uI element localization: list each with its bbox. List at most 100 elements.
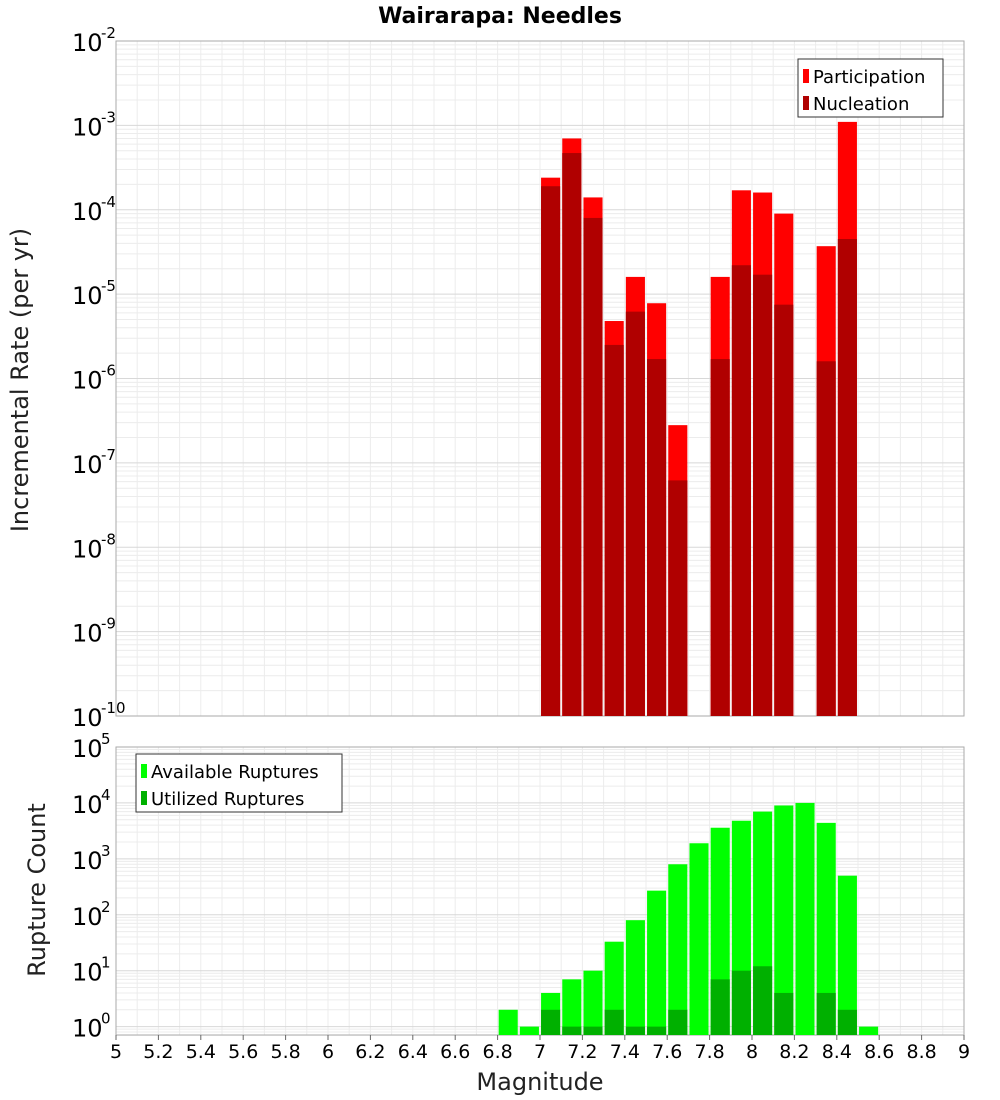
x-tick-label: 5.6: [228, 1041, 258, 1063]
bar-nucleation: [583, 217, 603, 716]
bottom-bar-marks: [498, 802, 879, 1035]
x-tick-label: 8: [746, 1041, 758, 1063]
bar-available-ruptures: [562, 979, 582, 1035]
x-tick-label: 9: [958, 1041, 970, 1063]
bar-nucleation: [710, 359, 730, 716]
y-tick-exponent: 2: [101, 898, 111, 916]
y-tick-label: 10: [72, 959, 103, 987]
y-tick-exponent: -6: [101, 362, 116, 380]
chart-title: Wairarapa: Needles: [378, 4, 622, 29]
bar-available-ruptures: [837, 875, 857, 1035]
legend-entry: Participation: [813, 67, 925, 88]
bar-utilized-ruptures: [625, 1026, 645, 1035]
x-axis-label: Magnitude: [476, 1068, 603, 1096]
bar-available-ruptures: [859, 1026, 879, 1035]
bar-utilized-ruptures: [562, 1026, 582, 1035]
x-tick-label: 5.4: [186, 1041, 216, 1063]
legend-box: [797, 58, 944, 118]
bar-available-ruptures: [689, 843, 709, 1035]
y-tick-label: 10: [72, 791, 103, 819]
y-tick-label: 10: [72, 198, 103, 226]
bar-available-ruptures: [774, 805, 794, 1035]
x-tick-label: 5.2: [143, 1041, 173, 1063]
bar-nucleation: [562, 153, 582, 716]
bar-available-ruptures: [795, 802, 815, 1035]
x-tick-label: 8.6: [864, 1041, 894, 1063]
bar-nucleation: [647, 359, 667, 716]
plot-frame: [115, 40, 965, 717]
y-tick-label: 10: [72, 29, 103, 57]
y-tick-exponent: 5: [101, 730, 111, 748]
x-tick-label: 6.8: [482, 1041, 512, 1063]
y-tick-exponent: -7: [101, 446, 116, 464]
bar-nucleation: [541, 186, 561, 716]
bar-utilized-ruptures: [604, 1009, 624, 1035]
x-tick-label: 8.2: [779, 1041, 809, 1063]
bar-utilized-ruptures: [774, 992, 794, 1035]
y-tick-exponent: -8: [101, 530, 116, 548]
bar-nucleation: [668, 480, 688, 716]
bar-utilized-ruptures: [837, 1009, 857, 1035]
y-tick-exponent: 4: [101, 786, 111, 804]
x-ticks: 5 5.2 5.4 5.6 5.8 6 6.2 6.4 6.6 6.8 7 7.2 7.4 7.6 7.8 8…: [110, 1035, 970, 1063]
y-tick-label: 10: [72, 704, 103, 732]
y-tick-exponent: 3: [101, 842, 111, 860]
legend-swatch: [141, 791, 147, 805]
bar-utilized-ruptures: [731, 970, 751, 1035]
x-tick-label: 7.8: [694, 1041, 724, 1063]
y-tick-exponent: -2: [101, 24, 116, 42]
y-tick-exponent: 0: [101, 1010, 111, 1028]
x-tick-label: 6: [322, 1041, 334, 1063]
x-tick-label: 7.2: [567, 1041, 597, 1063]
x-tick-label: 6.4: [398, 1041, 428, 1063]
bar-utilized-ruptures: [668, 1009, 688, 1035]
bar-utilized-ruptures: [647, 1026, 667, 1035]
bar-nucleation: [625, 311, 645, 716]
legend-entry: Nucleation: [813, 94, 909, 115]
x-tick-label: 5.8: [270, 1041, 300, 1063]
top-bar-marks: [541, 121, 857, 717]
bar-nucleation: [816, 361, 836, 716]
bottom-y-axis-label: Rupture Count: [23, 803, 51, 977]
bar-utilized-ruptures: [753, 966, 773, 1035]
bar-utilized-ruptures: [541, 1009, 561, 1035]
x-tick-label: 8.4: [822, 1041, 852, 1063]
legend-swatch: [803, 69, 809, 83]
bar-available-ruptures: [647, 890, 667, 1035]
y-tick-label: 10: [72, 847, 103, 875]
legend-swatch: [141, 764, 147, 778]
bar-available-ruptures: [519, 1026, 539, 1035]
y-tick-label: 10: [72, 535, 103, 563]
top-plot-grid: [115, 40, 965, 717]
x-tick-label: 5: [110, 1041, 122, 1063]
top-y-axis-label: Incremental Rate (per yr): [6, 228, 34, 532]
bar-available-ruptures: [668, 864, 688, 1035]
y-tick-label: 10: [72, 282, 103, 310]
y-tick-label: 10: [72, 620, 103, 648]
legend-swatch: [803, 96, 809, 110]
y-tick-label: 10: [72, 451, 103, 479]
bar-utilized-ruptures: [710, 979, 730, 1035]
x-tick-label: 7.6: [652, 1041, 682, 1063]
y-tick-label: 10: [72, 1015, 103, 1043]
bar-nucleation: [753, 274, 773, 716]
y-tick-exponent: -9: [101, 615, 116, 633]
y-tick-label: 10: [72, 735, 103, 763]
y-tick-exponent: 1: [101, 954, 111, 972]
legend-entry: Utilized Ruptures: [151, 789, 304, 810]
bottom-legend: Available Ruptures Utilized Ruptures: [135, 753, 343, 813]
x-tick-label: 8.8: [906, 1041, 936, 1063]
y-tick-label: 10: [72, 113, 103, 141]
bar-nucleation: [604, 344, 624, 716]
y-tick-label: 10: [72, 367, 103, 395]
x-tick-label: 6.6: [440, 1041, 470, 1063]
bar-available-ruptures: [816, 822, 836, 1035]
x-tick-label: 6.2: [355, 1041, 385, 1063]
y-tick-exponent: -4: [101, 193, 116, 211]
bar-available-ruptures: [583, 970, 603, 1035]
bar-utilized-ruptures: [816, 992, 836, 1035]
bar-available-ruptures: [625, 920, 645, 1035]
